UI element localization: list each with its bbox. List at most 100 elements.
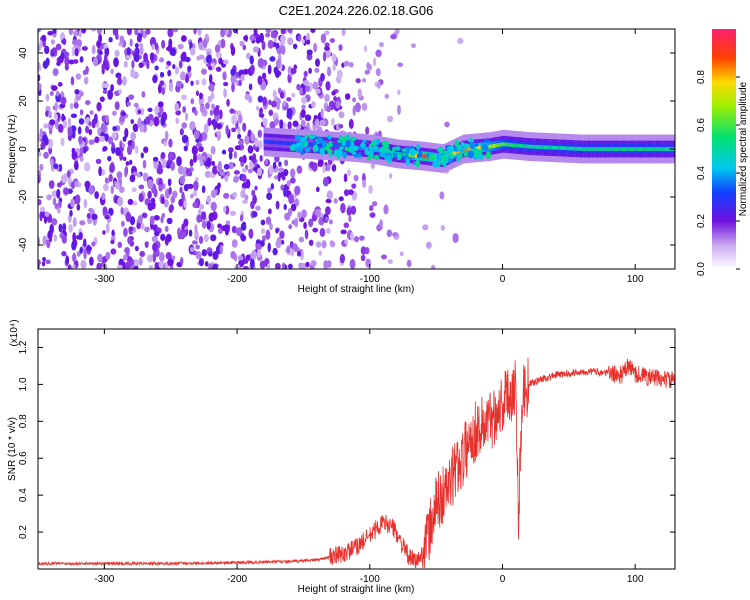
heatmap-cell xyxy=(148,264,154,269)
heatmap-cell xyxy=(494,143,497,148)
heatmap-cell xyxy=(179,186,183,194)
heatmap-cell xyxy=(348,118,354,130)
heatmap-cell xyxy=(244,194,249,201)
snr-y-label: SNR (10 * v/v) xyxy=(7,417,18,481)
heatmap-cell xyxy=(290,141,293,146)
heatmap-cell xyxy=(481,143,489,151)
heatmap-cell xyxy=(428,155,436,161)
heatmap-cell xyxy=(38,151,42,157)
heatmap-cell xyxy=(190,98,194,105)
y-tick-label: 0.6 xyxy=(18,451,29,465)
heatmap-cell xyxy=(252,46,260,53)
heatmap-cell xyxy=(596,147,599,151)
heatmap-cell xyxy=(146,59,150,70)
heatmap-cell xyxy=(110,185,115,195)
heatmap-cell xyxy=(85,65,89,75)
heatmap-cell xyxy=(376,148,379,153)
heatmap-cell xyxy=(368,143,373,150)
heatmap-cell xyxy=(314,67,320,73)
heatmap-cell xyxy=(252,152,257,164)
heatmap-cell xyxy=(260,59,267,65)
heatmap-cell xyxy=(142,159,147,169)
heatmap-cell xyxy=(126,144,133,156)
heatmap-cell xyxy=(211,103,215,110)
heatmap-cell xyxy=(300,109,306,118)
heatmap-cell xyxy=(283,187,287,198)
heatmap-cell xyxy=(518,143,521,148)
heatmap-cell xyxy=(233,170,241,175)
heatmap-cell xyxy=(42,134,48,143)
heatmap-cell xyxy=(61,251,67,257)
heatmap-cell xyxy=(108,173,113,182)
heatmap-cell xyxy=(360,246,367,255)
heatmap-cell xyxy=(598,147,601,151)
y-tick-label: -20 xyxy=(18,189,29,204)
heatmap-cell xyxy=(200,155,206,161)
heatmap-cell xyxy=(154,105,160,116)
heatmap-cell xyxy=(364,69,371,75)
heatmap-cell xyxy=(161,87,165,96)
heatmap-cell xyxy=(357,145,360,150)
heatmap-cell xyxy=(136,222,142,230)
heatmap-cell xyxy=(301,104,306,110)
heatmap-cell xyxy=(184,56,191,63)
heatmap-cell xyxy=(250,200,255,210)
heatmap-cell xyxy=(289,141,292,146)
snr-x-label: Height of straight line (km) xyxy=(298,584,415,595)
heatmap-cell xyxy=(65,255,70,266)
heatmap-cell xyxy=(101,63,106,71)
heatmap-cell xyxy=(179,229,186,240)
heatmap-cell xyxy=(134,51,140,63)
heatmap-cell xyxy=(83,238,87,248)
heatmap-cell xyxy=(408,152,411,157)
heatmap-cell xyxy=(338,124,344,129)
heatmap-cell xyxy=(578,146,582,151)
heatmap-cell xyxy=(40,142,46,150)
heatmap-cell xyxy=(337,148,343,157)
heatmap-cell xyxy=(260,219,266,226)
heatmap-cell xyxy=(327,148,332,155)
heatmap-cell xyxy=(479,149,483,154)
heatmap-cell xyxy=(394,146,401,151)
heatmap-cell xyxy=(500,142,504,147)
heatmap-cell xyxy=(112,126,118,132)
heatmap-cell xyxy=(454,150,457,155)
heatmap-cell xyxy=(268,140,271,145)
heatmap-cell xyxy=(181,122,188,129)
heatmap-cell xyxy=(373,139,378,145)
heatmap-cell xyxy=(304,114,312,122)
heatmap-cell xyxy=(99,96,105,102)
heatmap-cell xyxy=(230,68,236,76)
heatmap-cell xyxy=(390,33,397,40)
heatmap-cell xyxy=(268,165,274,176)
colorbar: 0.0 0.2 0.4 0.6 0.8 Normalized spectral ampl… xyxy=(696,29,749,276)
heatmap-cell xyxy=(140,107,145,116)
heatmap-cell xyxy=(240,234,247,242)
heatmap-cell xyxy=(362,146,365,151)
heatmap-cell xyxy=(72,232,77,243)
heatmap-cell xyxy=(187,65,192,72)
heatmap-cell xyxy=(332,63,337,72)
heatmap-cell xyxy=(387,259,393,264)
heatmap-cell xyxy=(339,146,344,150)
heatmap-cell xyxy=(652,147,655,151)
heatmap-cell xyxy=(464,142,468,151)
heatmap-cell xyxy=(610,147,613,151)
heatmap-cell xyxy=(195,90,200,97)
heatmap-cell xyxy=(497,143,500,147)
heatmap-cell xyxy=(234,145,241,151)
heatmap-cell xyxy=(280,29,286,35)
heatmap-cell xyxy=(308,67,312,74)
heatmap-cell xyxy=(210,189,217,198)
heatmap-cell xyxy=(60,137,65,147)
heatmap-cell xyxy=(125,161,130,166)
heatmap-cell xyxy=(338,136,346,141)
heatmap-cell xyxy=(316,143,319,147)
heatmap-cell xyxy=(80,259,87,269)
x-tick-label: 100 xyxy=(627,574,644,585)
heatmap-cell xyxy=(217,227,223,234)
heatmap-cell xyxy=(340,229,347,235)
heatmap-cell xyxy=(386,115,394,123)
heatmap-cell xyxy=(381,140,388,147)
heatmap-cell xyxy=(201,185,206,194)
